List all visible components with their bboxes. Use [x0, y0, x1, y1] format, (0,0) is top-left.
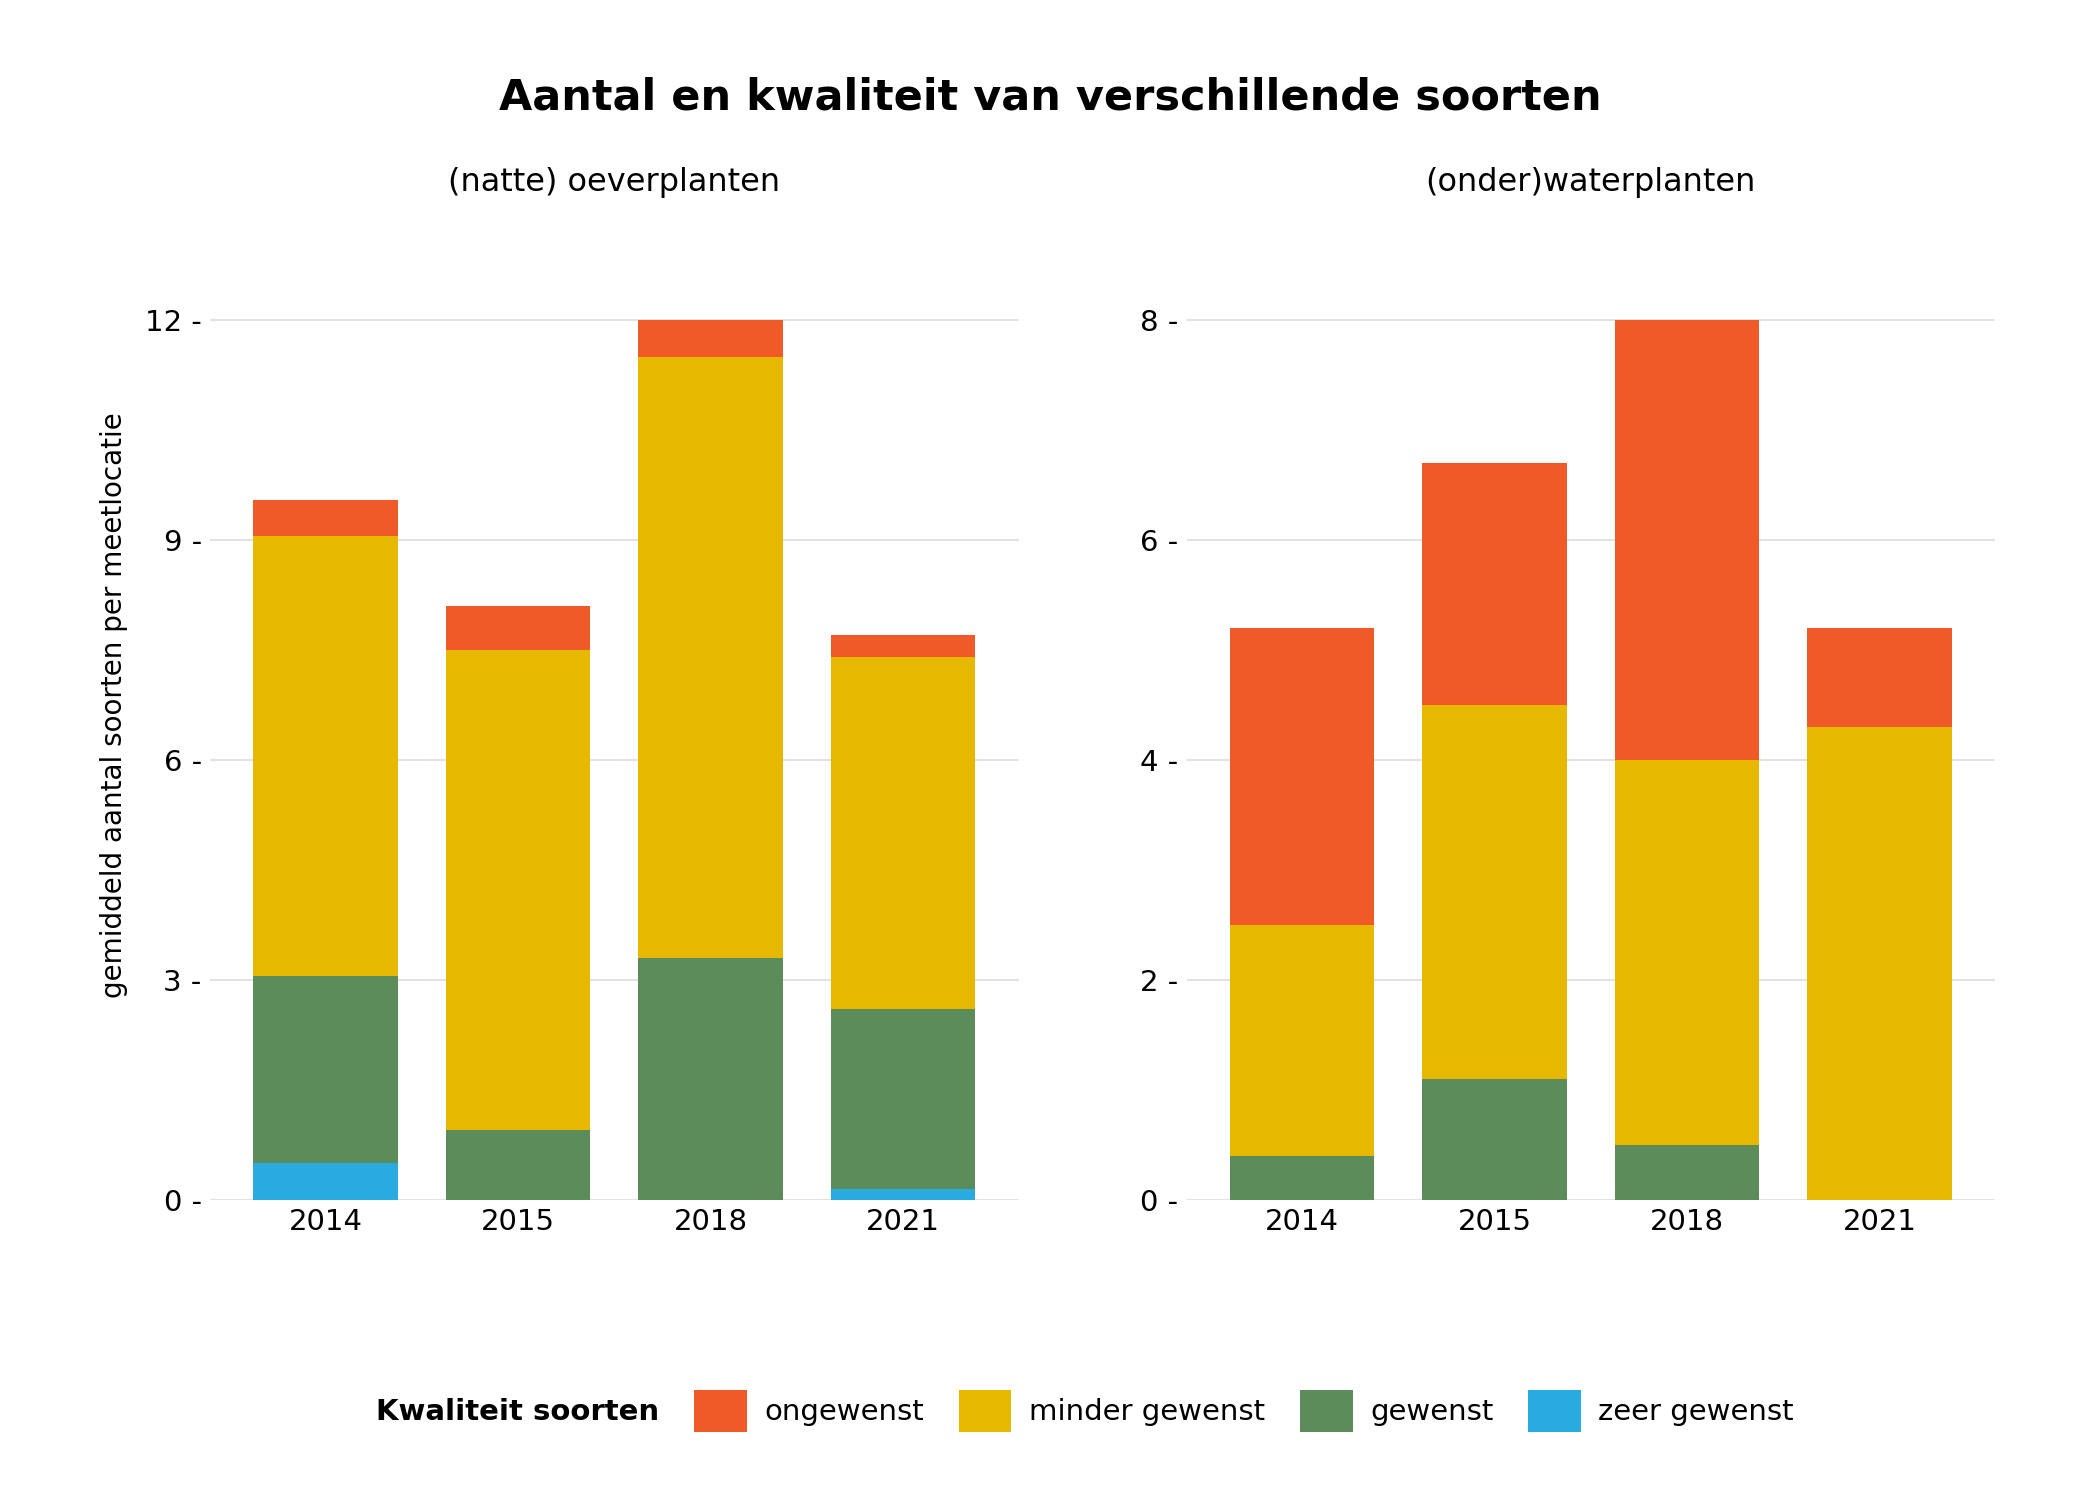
- Bar: [1231, 926, 1373, 1156]
- Bar: [1231, 1156, 1373, 1200]
- Bar: [1422, 1078, 1567, 1200]
- Bar: [254, 1164, 397, 1200]
- Bar: [1615, 1144, 1760, 1200]
- Bar: [1422, 705, 1567, 1078]
- Bar: [1808, 728, 1951, 1200]
- Title: (onder)waterplanten: (onder)waterplanten: [1426, 166, 1756, 198]
- Bar: [1422, 464, 1567, 705]
- Bar: [1615, 320, 1760, 760]
- Bar: [254, 500, 397, 537]
- Bar: [638, 320, 783, 357]
- Bar: [445, 650, 590, 1131]
- Title: (natte) oeverplanten: (natte) oeverplanten: [447, 166, 781, 198]
- Bar: [1615, 760, 1760, 1144]
- Bar: [832, 1010, 974, 1190]
- Bar: [1808, 628, 1951, 728]
- Bar: [638, 357, 783, 958]
- Bar: [1231, 628, 1373, 926]
- Bar: [445, 1131, 590, 1200]
- Bar: [832, 636, 974, 657]
- Y-axis label: gemiddeld aantal soorten per meetlocatie: gemiddeld aantal soorten per meetlocatie: [101, 413, 128, 998]
- Bar: [638, 958, 783, 1200]
- Text: Aantal en kwaliteit van verschillende soorten: Aantal en kwaliteit van verschillende so…: [498, 76, 1602, 118]
- Bar: [254, 537, 397, 976]
- Bar: [832, 1190, 974, 1200]
- Legend: Kwaliteit soorten, ongewenst, minder gewenst, gewenst, zeer gewenst: Kwaliteit soorten, ongewenst, minder gew…: [298, 1382, 1802, 1440]
- Bar: [832, 657, 974, 1010]
- Bar: [254, 976, 397, 1164]
- Bar: [445, 606, 590, 650]
